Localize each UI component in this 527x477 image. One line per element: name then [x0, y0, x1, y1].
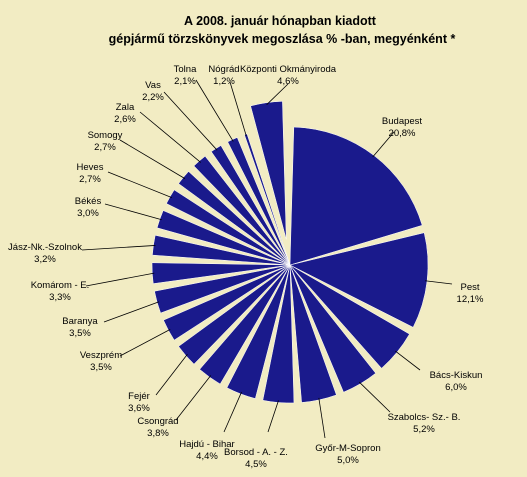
pie-slice-20 [250, 101, 287, 240]
slice-label-6: Hajdú - Bihar [179, 439, 234, 450]
slice-label-10: Baranya [62, 316, 98, 327]
slice-label-13: Békés [75, 196, 102, 207]
pie-slice-12 [152, 234, 291, 266]
slice-label-4: Győr-M-Sopron [315, 443, 380, 454]
leader-line-17 [163, 91, 218, 151]
leader-line-11 [85, 272, 155, 287]
slice-value-label-11: 3,3% [49, 292, 71, 303]
pie-slice-3 [289, 264, 376, 393]
slice-label-12: Jász-Nk.-Szolnok [8, 242, 82, 253]
slice-value-label-9: 3,5% [90, 362, 112, 373]
slice-label-3: Szabolcs- Sz.- B. [388, 412, 461, 423]
slice-label-7: Csongrád [137, 416, 178, 427]
slice-label-19: Nógrád [208, 64, 239, 75]
leader-line-9 [119, 329, 171, 357]
slice-value-label-2: 6,0% [445, 382, 467, 393]
leader-line-14 [107, 171, 173, 198]
leader-line-2 [395, 350, 421, 371]
slice-label-2: Bács-Kiskun [430, 370, 483, 381]
chart-title: A 2008. január hónapban kiadott [184, 14, 377, 28]
slice-value-label-17: 2,2% [142, 92, 164, 103]
leader-line-7 [175, 375, 212, 421]
slice-label-5: Borsod - A. - Z. [224, 447, 288, 458]
slice-value-label-1: 12,1% [457, 294, 484, 305]
slice-label-0: Budapest [382, 116, 423, 127]
slice-label-11: Komárom - E. [31, 280, 90, 291]
slice-label-20: Központi Okmányiroda [240, 64, 337, 75]
slice-value-label-3: 5,2% [413, 424, 435, 435]
slice-value-label-7: 3,8% [147, 428, 169, 439]
slice-label-8: Fejér [128, 391, 150, 402]
pie-slices [151, 101, 429, 404]
leader-line-15 [119, 139, 186, 179]
slice-value-label-14: 2,7% [79, 174, 101, 185]
slice-value-label-8: 3,6% [128, 403, 150, 414]
slice-value-label-15: 2,7% [94, 142, 116, 153]
slice-value-label-18: 2,1% [174, 76, 196, 87]
slice-label-14: Heves [77, 162, 104, 173]
leader-line-10 [103, 301, 160, 323]
slice-label-9: Veszprém [80, 350, 122, 361]
leader-line-1 [425, 280, 453, 285]
slice-value-label-4: 5,0% [337, 455, 359, 466]
slice-value-label-13: 3,0% [77, 208, 99, 219]
slice-label-18: Tolna [174, 64, 197, 75]
leader-line-8 [155, 354, 188, 396]
leader-line-4 [318, 397, 326, 439]
slice-value-label-20: 4,6% [277, 76, 299, 87]
pie-slice-5 [262, 264, 295, 404]
chart-subtitle: gépjármű törzskönyvek megoszlása % -ban,… [109, 32, 456, 46]
slice-label-15: Somogy [88, 130, 123, 141]
leader-line-3 [358, 381, 391, 413]
slice-label-1: Pest [460, 282, 479, 293]
slice-value-label-5: 4,5% [245, 459, 267, 470]
slice-label-16: Zala [116, 102, 135, 113]
slice-value-label-6: 4,4% [196, 451, 218, 462]
leader-line-13 [104, 203, 162, 221]
slice-value-label-0: 20,8% [389, 128, 416, 139]
leader-line-19 [229, 81, 247, 137]
leader-line-12 [81, 245, 156, 251]
leader-line-16 [139, 111, 201, 163]
slice-value-label-16: 2,6% [114, 114, 136, 125]
leader-line-6 [223, 391, 242, 433]
leader-line-18 [195, 79, 234, 142]
slice-label-17: Vas [145, 80, 161, 91]
slice-value-label-19: 1,2% [213, 76, 235, 87]
slice-value-label-10: 3,5% [69, 328, 91, 339]
leader-line-20 [266, 83, 289, 105]
leader-line-5 [267, 400, 279, 433]
leader-lines [81, 79, 453, 439]
slice-value-label-12: 3,2% [34, 254, 56, 265]
leader-line-0 [372, 131, 395, 158]
